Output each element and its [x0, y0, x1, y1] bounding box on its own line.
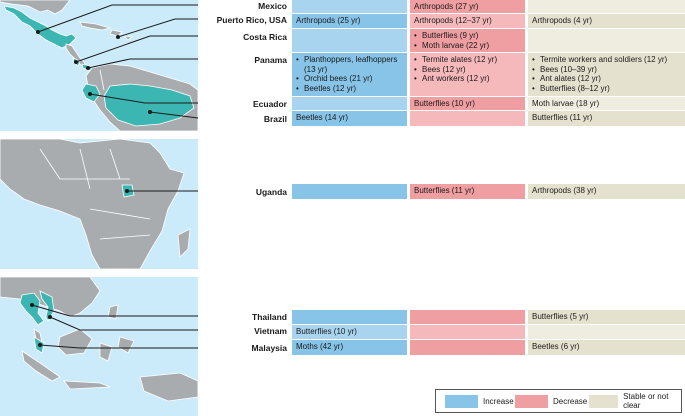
cell-list: Butterflies (9 yr) Moth larvae (22 yr) [414, 31, 521, 50]
legend: Increase Decrease Stable or not clear [435, 389, 682, 413]
cell-item: Beetles (12 yr) [296, 84, 403, 94]
cell-text: Butterflies (5 yr) [532, 312, 589, 321]
cell-text: Moths (42 yr) [296, 342, 344, 351]
cell-malaysia-decrease [410, 340, 525, 355]
legend-item-decrease: Decrease [515, 394, 589, 408]
cell-uganda-decrease: Butterflies (11 yr) [410, 184, 525, 199]
cell-text: Butterflies (10 yr) [414, 99, 475, 108]
cell-thailand-increase [292, 310, 407, 324]
cell-puerto-rico-increase: Arthropods (25 yr) [292, 14, 407, 28]
country-label-uganda: Uganda [255, 187, 287, 197]
legend-label-decrease: Decrease [553, 396, 588, 406]
cell-item: Bees (10–39 yr) [532, 65, 681, 75]
cell-costa-rica-stable [528, 29, 685, 52]
cell-list: Planthoppers, leafhoppers (13 yr) Orchid… [296, 55, 403, 93]
cell-brazil-increase: Beetles (14 yr) [292, 111, 407, 126]
cell-list: Termite workers and soldiers (12 yr) Bee… [532, 55, 681, 93]
cell-text: Butterflies (11 yr) [414, 186, 475, 195]
cell-brazil-stable: Butterflies (11 yr) [528, 111, 685, 126]
cell-item: Butterflies (8–12 yr) [532, 84, 681, 94]
cell-text: Arthropods (38 yr) [532, 186, 597, 195]
americas-map-graphic [0, 0, 198, 131]
cell-costa-rica-increase [292, 29, 407, 52]
cell-brazil-decrease [410, 111, 525, 126]
cell-vietnam-increase: Butterflies (10 yr) [292, 325, 407, 339]
cell-item: Planthoppers, leafhoppers (13 yr) [296, 55, 403, 74]
country-label-puerto-rico: Puerto Rico, USA [216, 15, 287, 25]
country-label-costa-rica: Costa Rica [243, 32, 287, 42]
cell-ecuador-stable: Moth larvae (18 yr) [528, 97, 685, 110]
legend-label-stable: Stable or not clear [623, 392, 669, 410]
cell-vietnam-decrease [410, 325, 525, 339]
cell-mexico-stable [528, 0, 685, 13]
country-label-vietnam: Vietnam [254, 326, 287, 336]
cell-puerto-rico-decrease: Arthropods (12–37 yr) [410, 14, 525, 28]
cell-uganda-increase [292, 184, 407, 199]
cell-item: Orchid bees (21 yr) [296, 74, 403, 84]
country-label-mexico: Mexico [258, 1, 287, 11]
cell-vietnam-stable [528, 325, 685, 339]
cell-malaysia-stable: Beetles (6 yr) [528, 340, 685, 355]
cell-item: Bees (12 yr) [414, 65, 521, 75]
asia-map-graphic [0, 277, 198, 402]
legend-item-increase: Increase [445, 394, 515, 408]
cell-text: Arthropods (12–37 yr) [414, 16, 492, 25]
cell-item: Butterflies (9 yr) [414, 31, 521, 41]
cell-uganda-stable: Arthropods (38 yr) [528, 184, 685, 199]
cell-thailand-decrease [410, 310, 525, 324]
cell-panama-stable: Termite workers and soldiers (12 yr) Bee… [528, 53, 685, 96]
legend-swatch-decrease [515, 394, 549, 408]
country-label-panama: Panama [254, 55, 287, 65]
cell-ecuador-increase [292, 97, 407, 110]
cell-text: Beetles (14 yr) [296, 113, 349, 122]
country-label-malaysia: Malaysia [251, 343, 287, 353]
legend-item-stable: Stable or not clear [588, 392, 681, 410]
cell-ecuador-decrease: Butterflies (10 yr) [410, 97, 525, 110]
country-label-thailand: Thailand [252, 312, 287, 322]
americas-map [0, 0, 198, 131]
cell-costa-rica-decrease: Butterflies (9 yr) Moth larvae (22 yr) [410, 29, 525, 52]
cell-text: Butterflies (10 yr) [296, 327, 357, 336]
cell-text: Arthropods (27 yr) [414, 2, 479, 11]
country-label-ecuador: Ecuador [252, 99, 287, 109]
cell-text: Arthropods (25 yr) [296, 16, 361, 25]
legend-label-increase: Increase [483, 396, 514, 406]
cell-mexico-increase [292, 0, 407, 13]
cell-text: Butterflies (11 yr) [532, 113, 593, 122]
cell-text: Arthropods (4 yr) [532, 16, 593, 25]
country-label-brazil: Brazil [263, 114, 287, 124]
cell-puerto-rico-stable: Arthropods (4 yr) [528, 14, 685, 28]
legend-swatch-stable [588, 394, 619, 408]
cell-panama-decrease: Termite alates (12 yr) Bees (12 yr) Ant … [410, 53, 525, 96]
legend-swatch-increase [445, 394, 478, 408]
cell-text: Beetles (6 yr) [532, 342, 580, 351]
cell-item: Moth larvae (22 yr) [414, 41, 521, 51]
cell-item: Ant workers (12 yr) [414, 74, 521, 84]
cell-item: Ant alates (12 yr) [532, 74, 681, 84]
cell-panama-increase: Planthoppers, leafhoppers (13 yr) Orchid… [292, 53, 407, 96]
cell-thailand-stable: Butterflies (5 yr) [528, 310, 685, 324]
cell-text: Moth larvae (18 yr) [532, 99, 600, 108]
cell-item: Termite alates (12 yr) [414, 55, 521, 65]
cell-list: Termite alates (12 yr) Bees (12 yr) Ant … [414, 55, 521, 84]
africa-map-graphic [0, 139, 198, 269]
africa-map [0, 139, 198, 269]
cell-mexico-decrease: Arthropods (27 yr) [410, 0, 525, 13]
cell-item: Termite workers and soldiers (12 yr) [532, 55, 681, 65]
cell-malaysia-increase: Moths (42 yr) [292, 340, 407, 355]
asia-map [0, 277, 198, 416]
